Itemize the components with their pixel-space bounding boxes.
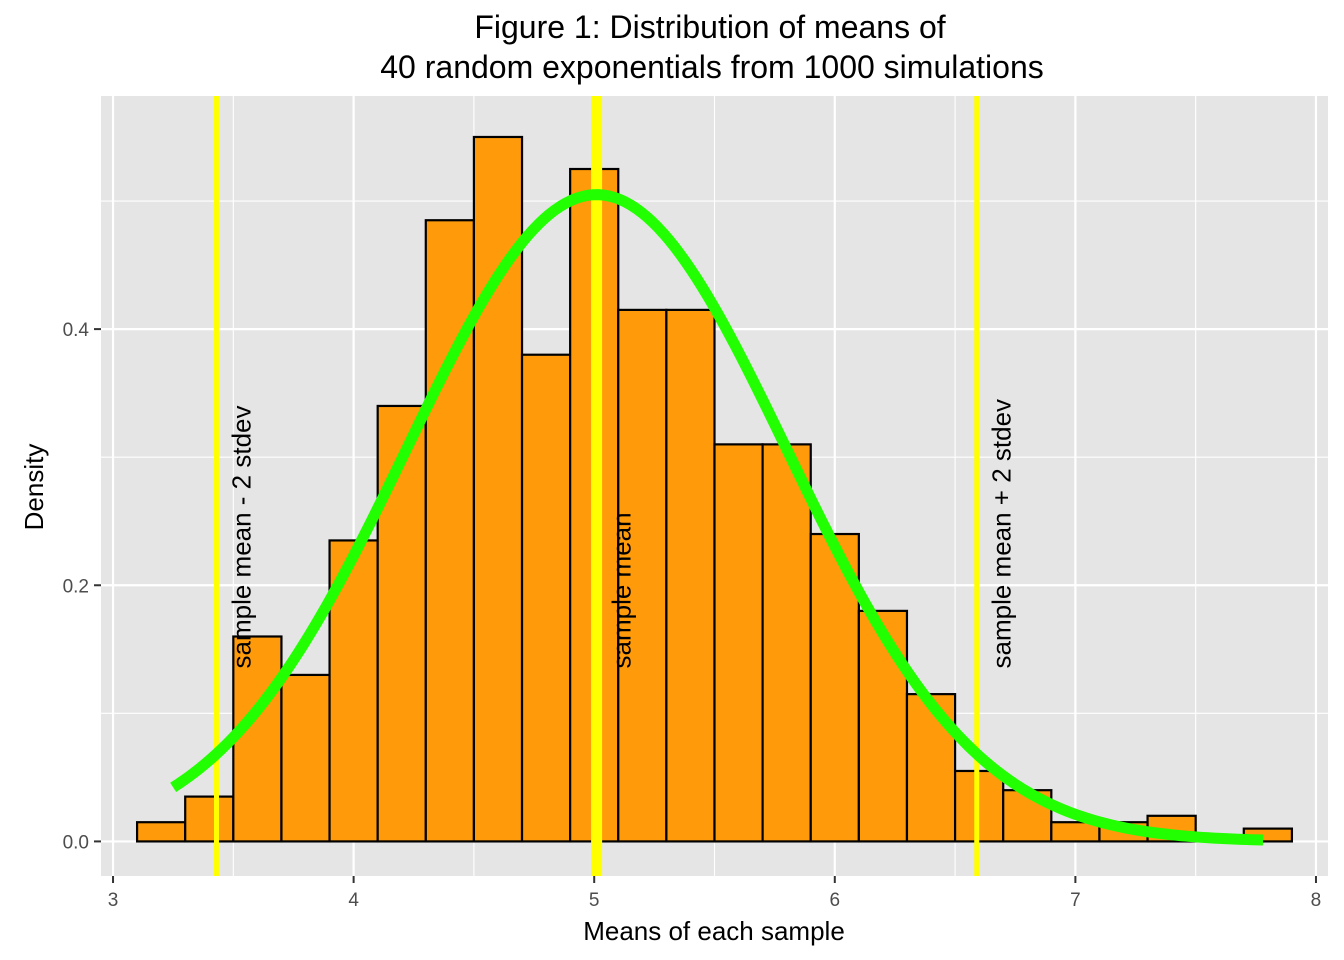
reference-line-label: sample mean + 2 stdev xyxy=(987,399,1017,669)
histogram-bar xyxy=(424,219,476,843)
histogram-bar xyxy=(665,308,716,843)
y-tick-label: 0.0 xyxy=(63,832,89,853)
reference-line-label: sample mean - 2 stdev xyxy=(227,405,257,668)
x-tick-label: 5 xyxy=(589,890,600,911)
x-tick-label: 3 xyxy=(108,890,119,911)
histogram-bar xyxy=(713,443,764,843)
histogram-bar xyxy=(184,795,235,843)
histogram-bar xyxy=(376,404,427,843)
x-tick-label: 8 xyxy=(1311,890,1322,911)
histogram-bar xyxy=(857,609,909,843)
reference-lines xyxy=(213,96,980,876)
x-tick-label: 4 xyxy=(348,890,359,911)
histogram-bar xyxy=(617,308,668,843)
chart-title-line-2: 40 random exponentials from 1000 simulat… xyxy=(380,49,1043,85)
histogram-bar xyxy=(472,135,524,843)
histogram-bar xyxy=(280,673,331,843)
histogram-bar xyxy=(135,821,187,843)
normal-density-curve xyxy=(170,189,1264,846)
chart-title-line-1: Figure 1: Distribution of means of xyxy=(474,9,945,45)
x-axis-ticks: 3 4 5 6 7 8 xyxy=(108,876,1322,911)
x-axis-title: Means of each sample xyxy=(583,916,845,946)
y-tick-label: 0.4 xyxy=(63,320,90,341)
reference-line-labels: sample mean - 2 stdev sample mean sample m… xyxy=(227,399,1017,669)
y-axis-title: Density xyxy=(19,444,49,531)
x-tick-label: 6 xyxy=(830,890,841,911)
x-tick-label: 7 xyxy=(1070,890,1081,911)
y-axis-ticks: 0.0 0.2 0.4 xyxy=(63,320,101,853)
y-tick-label: 0.2 xyxy=(63,576,89,597)
histogram-bar xyxy=(520,353,572,843)
histogram-bar xyxy=(761,443,812,843)
reference-line-label: sample mean xyxy=(607,512,637,668)
